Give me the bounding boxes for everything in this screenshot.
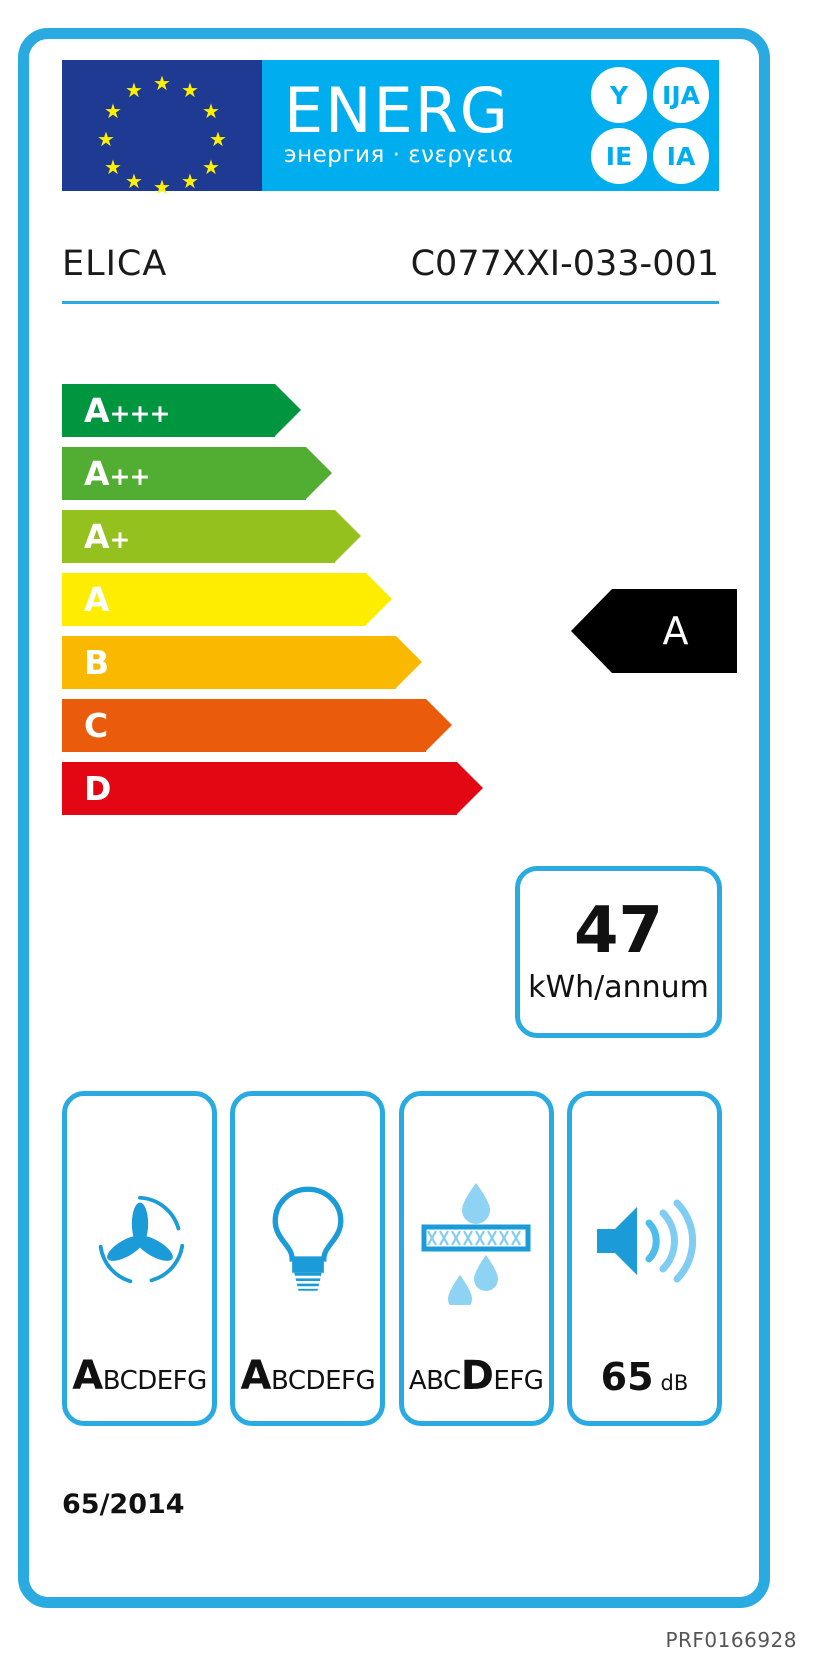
energy-rating-letter: A	[662, 609, 689, 653]
class-arrow-label: C	[84, 706, 109, 745]
class-arrow-a3: A +++	[62, 384, 301, 437]
arrow-tip	[366, 573, 392, 625]
feature-rating-highlight: A	[240, 1353, 272, 1399]
language-bubbles: Y IJA IE IA	[591, 67, 709, 184]
class-arrow-a: A	[62, 573, 392, 626]
class-arrow-b: B	[62, 636, 422, 689]
arrow-tip	[396, 636, 422, 688]
print-code: PRF0166928	[665, 1628, 797, 1652]
scale-row-b: B	[62, 636, 722, 689]
regulation-number: 65/2014	[62, 1489, 185, 1520]
feature-rating-rest: BCDEFG	[102, 1366, 208, 1396]
scale-row-a3: A +++	[62, 384, 722, 437]
class-arrow-label: A	[84, 580, 110, 619]
arrow-tip	[306, 447, 332, 499]
annual-consumption-unit: kWh/annum	[528, 969, 709, 1005]
feature-box-noise-level: 65 dB	[566, 1091, 722, 1426]
sound-icon	[572, 1126, 717, 1355]
feature-rating-before: ABC	[408, 1366, 461, 1396]
scale-row-d: D	[62, 762, 722, 815]
bubble-ija: IJA	[653, 67, 709, 123]
annual-consumption-value: 47	[573, 893, 664, 968]
flag-star: ★	[209, 129, 227, 151]
feature-rating-highlight: D	[460, 1353, 494, 1399]
flag-star: ★	[97, 129, 115, 151]
energ-subtitle: энергия · ενεργεια	[284, 141, 514, 168]
energy-rating-arrow: A	[571, 589, 737, 673]
eu-flag-icon: ★ ★ ★ ★ ★ ★ ★ ★ ★ ★ ★ ★	[62, 60, 262, 198]
scale-row-a1: A +	[62, 510, 722, 563]
flag-star: ★	[181, 80, 199, 102]
brand-name: ELICA	[62, 244, 168, 284]
arrow-tip	[335, 510, 361, 562]
class-arrow-a2: A ++	[62, 447, 332, 500]
energy-class-scale: A +++ A ++ A + A B	[62, 384, 722, 825]
class-arrow-label: B	[84, 643, 110, 682]
arrow-tip	[275, 384, 301, 436]
feature-rating-scale: A BCDEFG	[72, 1353, 207, 1399]
flag-star: ★	[153, 73, 171, 95]
bubble-y: Y	[591, 67, 647, 123]
noise-level-value: 65	[600, 1355, 654, 1399]
flag-star: ★	[104, 101, 122, 123]
flag-star: ★	[181, 171, 199, 193]
annual-consumption-box: 47 kWh/annum	[515, 866, 722, 1038]
bubble-ie: IE	[591, 128, 647, 184]
class-arrow-label: D	[84, 769, 112, 808]
energ-text-group: ENERG энергия · ενεργεια	[284, 73, 591, 170]
feature-rating-rest: EFG	[493, 1366, 544, 1396]
energy-label-frame: ★ ★ ★ ★ ★ ★ ★ ★ ★ ★ ★ ★ ENERG энергия · …	[18, 28, 770, 1608]
label-header: ★ ★ ★ ★ ★ ★ ★ ★ ★ ★ ★ ★ ENERG энергия · …	[62, 60, 719, 198]
arrow-tip	[426, 699, 452, 751]
feature-box-grease-filtering-efficiency: ABC D EFG	[398, 1091, 554, 1426]
brand-divider	[62, 301, 719, 304]
bubble-ia: IA	[653, 128, 709, 184]
feature-box-fluid-dynamic-efficiency: A BCDEFG	[62, 1091, 217, 1426]
feature-boxes: A BCDEFG A BCDEFG	[62, 1091, 722, 1426]
noise-level-label: 65 dB	[601, 1355, 689, 1399]
feature-rating-highlight: A	[72, 1353, 103, 1399]
flag-star: ★	[202, 101, 220, 123]
scale-row-c: C	[62, 699, 722, 752]
class-arrow-a1: A +	[62, 510, 361, 563]
fan-icon	[67, 1126, 212, 1353]
brand-model-row: ELICA C077XXI-033-001	[62, 244, 719, 284]
feature-rating-rest: BCDEFG	[271, 1366, 376, 1396]
noise-level-unit: dB	[660, 1371, 689, 1395]
arrow-tip	[457, 762, 483, 814]
grease-filter-icon	[404, 1126, 549, 1353]
feature-rating-scale: ABC D EFG	[409, 1353, 544, 1399]
lightbulb-icon	[235, 1126, 380, 1353]
feature-box-lighting-efficiency: A BCDEFG	[230, 1091, 386, 1426]
flag-star: ★	[202, 157, 220, 179]
scale-row-a2: A ++	[62, 447, 722, 500]
model-name: C077XXI-033-001	[410, 244, 719, 284]
scale-row-a: A	[62, 573, 722, 626]
class-arrow-label: A +	[84, 517, 130, 556]
energ-banner: ENERG энергия · ενεργεια Y IJA IE IA	[262, 60, 719, 191]
class-arrow-c: C	[62, 699, 452, 752]
class-arrow-label: A ++	[84, 454, 150, 493]
class-arrow-d: D	[62, 762, 483, 815]
flag-star: ★	[125, 171, 143, 193]
energ-wordmark: ENERG	[284, 73, 510, 147]
class-arrow-label: A +++	[84, 391, 170, 430]
flag-star: ★	[104, 157, 122, 179]
flag-star: ★	[125, 80, 143, 102]
flag-star: ★	[153, 177, 171, 199]
feature-rating-scale: A BCDEFG	[241, 1353, 376, 1399]
